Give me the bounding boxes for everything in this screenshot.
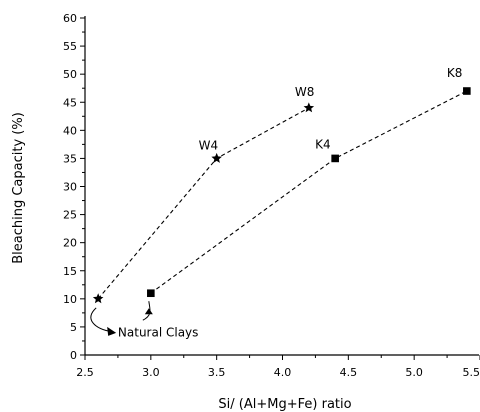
x-tick-label: 3.0 bbox=[142, 366, 160, 379]
y-axis-title: Bleaching Capacity (%) bbox=[11, 112, 26, 264]
x-tick-label: 4.0 bbox=[274, 366, 292, 379]
series-layer: W4 W8 K4 K8 bbox=[92, 66, 471, 304]
x-tick-label: 2.5 bbox=[76, 366, 94, 379]
point-label: W4 bbox=[199, 138, 219, 152]
arrow-head-right bbox=[144, 308, 153, 315]
y-tick-label: 40 bbox=[63, 124, 77, 137]
arrow-head-left bbox=[107, 326, 117, 336]
series-line-0 bbox=[97, 107, 310, 300]
series-line-1 bbox=[150, 90, 468, 294]
x-tick-label: 5.0 bbox=[405, 366, 423, 379]
y-tick-label: 5 bbox=[70, 321, 77, 334]
data-point-star bbox=[92, 293, 104, 304]
point-label: K8 bbox=[447, 66, 463, 80]
y-tick-label: 0 bbox=[70, 349, 77, 362]
annotation-natural-clays: Natural Clays bbox=[118, 326, 198, 340]
y-tick-label: 55 bbox=[63, 40, 77, 53]
data-point-star bbox=[303, 102, 315, 113]
annotations-layer: Natural Clays bbox=[90, 301, 198, 340]
x-tick-label: 5.5 bbox=[463, 366, 480, 379]
point-label: K4 bbox=[315, 137, 331, 151]
x-tick-label: 3.5 bbox=[208, 366, 226, 379]
data-point-square bbox=[147, 289, 155, 298]
x-axis-title: Si/ (Al+Mg+Fe) ratio bbox=[218, 397, 351, 412]
y-tick-label: 15 bbox=[63, 265, 77, 278]
y-tick-label: 30 bbox=[63, 181, 77, 194]
data-point-star bbox=[211, 152, 222, 163]
data-point-square bbox=[463, 87, 471, 95]
y-tick-label: 25 bbox=[63, 209, 77, 222]
y-tick-label: 10 bbox=[63, 293, 77, 306]
axes: 0 5 10 15 20 25 30 35 40 45 50 55 60 2.5 3.0 3.5 4.0 4.5 5… bbox=[63, 12, 480, 379]
y-tick-label: 45 bbox=[63, 96, 77, 109]
data-point-square bbox=[331, 154, 339, 163]
y-tick-label: 20 bbox=[63, 237, 77, 250]
point-label: W8 bbox=[295, 85, 315, 99]
y-tick-label: 50 bbox=[63, 68, 77, 81]
x-tick-label: 4.5 bbox=[340, 366, 358, 379]
y-tick-label: 35 bbox=[63, 152, 77, 165]
y-tick-label: 60 bbox=[63, 12, 77, 25]
